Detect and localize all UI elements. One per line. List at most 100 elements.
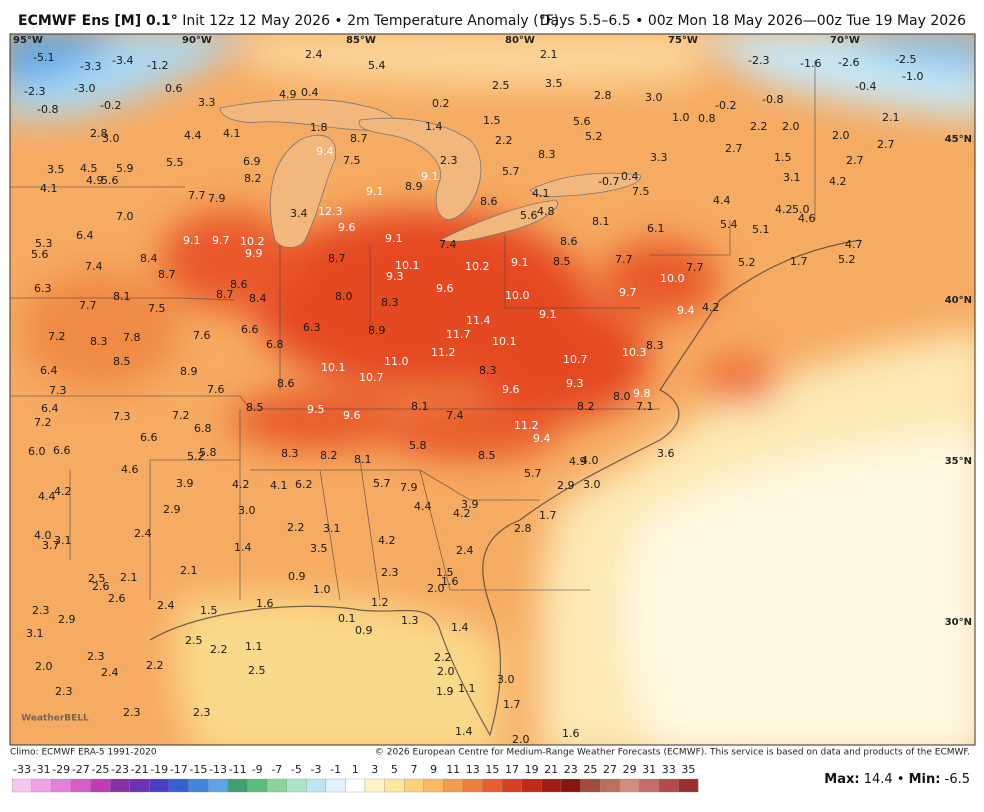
anomaly-value: 0.8 [698, 112, 716, 125]
colorbar-swatch [678, 778, 699, 793]
colorbar-swatch [443, 778, 464, 793]
latitude-label: 40°N [945, 295, 972, 306]
anomaly-value: 6.3 [34, 282, 52, 295]
colorbar-swatch [364, 778, 385, 793]
anomaly-value: 3.0 [102, 132, 120, 145]
anomaly-value: 6.4 [41, 402, 59, 415]
colorbar-swatch [658, 778, 679, 793]
anomaly-value: 0.6 [165, 82, 183, 95]
anomaly-value: 1.8 [310, 121, 328, 134]
anomaly-value: 2.0 [437, 665, 455, 678]
anomaly-value: -0.4 [855, 80, 876, 93]
anomaly-value: 8.6 [230, 278, 248, 291]
anomaly-value: 2.3 [381, 566, 399, 579]
valid-time: Days 5.5–6.5 • 00z Mon 18 May 2026—00z T… [540, 13, 966, 29]
map: -5.1 -3.3 -3.4 -1.2 -2.3 -3.0 0.6 -0.8 -0.2 2.4 5.… [10, 34, 975, 745]
anomaly-value: 7.5 [148, 302, 166, 315]
anomaly-value: 0.2 [432, 97, 450, 110]
anomaly-value: 3.9 [461, 498, 479, 511]
colorbar-swatch [560, 778, 581, 793]
colorbar-tick-label: 15 [485, 763, 499, 776]
anomaly-value: 10.7 [563, 353, 588, 366]
anomaly-value: 7.3 [49, 384, 67, 397]
anomaly-value: 3.5 [310, 542, 328, 555]
anomaly-value: 4.2 [775, 203, 793, 216]
anomaly-value: 3.0 [238, 504, 256, 517]
anomaly-value: 7.8 [123, 331, 141, 344]
anomaly-value: 9.7 [212, 234, 230, 247]
anomaly-value: 5.3 [35, 237, 53, 250]
longitude-label: 80°W [505, 35, 535, 46]
anomaly-value: 7.6 [207, 383, 225, 396]
anomaly-value: 10.0 [505, 289, 530, 302]
anomaly-value: 1.6 [256, 597, 274, 610]
anomaly-value: 5.6 [101, 174, 119, 187]
anomaly-value: 2.4 [134, 527, 152, 540]
anomaly-value: -0.2 [715, 99, 736, 112]
longitude-label: 75°W [668, 35, 698, 46]
anomaly-value: 5.6 [520, 209, 538, 222]
colorbar-tick-label: -17 [170, 763, 188, 776]
anomaly-value: 0.9 [355, 624, 373, 637]
colorbar-tick-label: -15 [189, 763, 207, 776]
anomaly-value: 7.4 [439, 238, 457, 251]
anomaly-value: 12.3 [318, 205, 343, 218]
anomaly-value: 2.1 [540, 48, 558, 61]
anomaly-value: 8.3 [281, 447, 299, 460]
colorbar-tick-label: -31 [33, 763, 51, 776]
anomaly-value: 2.4 [101, 666, 119, 679]
anomaly-value: 6.0 [28, 445, 46, 458]
anomaly-value: 9.1 [183, 234, 201, 247]
anomaly-value: 1.3 [401, 614, 419, 627]
anomaly-value: -1.6 [800, 57, 821, 70]
anomaly-value: 6.3 [303, 321, 321, 334]
anomaly-value: 11.0 [384, 355, 409, 368]
colorbar-tick-label: 23 [564, 763, 578, 776]
anomaly-value: 1.7 [503, 698, 521, 711]
anomaly-value: 5.8 [409, 439, 427, 452]
anomaly-value: 8.3 [538, 148, 556, 161]
anomaly-value: 3.3 [198, 96, 216, 109]
colorbar-tick-label: -7 [271, 763, 282, 776]
anomaly-value: -3.3 [80, 60, 101, 73]
anomaly-value: 10.0 [660, 272, 685, 285]
colorbar-swatch [619, 778, 640, 793]
anomaly-value: 8.2 [244, 172, 262, 185]
colorbar-tick-label: 19 [525, 763, 539, 776]
colorbar-swatch [188, 778, 209, 793]
anomaly-value: 3.1 [323, 522, 341, 535]
colorbar-swatch [423, 778, 444, 793]
colorbar-swatch [580, 778, 601, 793]
anomaly-value: 4.2 [702, 301, 720, 314]
anomaly-value: 1.7 [790, 255, 808, 268]
anomaly-value: 10.2 [240, 235, 265, 248]
anomaly-value: 7.2 [34, 416, 52, 429]
anomaly-value: 10.3 [622, 346, 647, 359]
anomaly-value: 2.2 [750, 120, 768, 133]
anomaly-value: 5.7 [373, 477, 391, 490]
colorbar-swatch [306, 778, 326, 793]
anomaly-value: 3.5 [47, 163, 65, 176]
colorbar-tick-label: 27 [603, 763, 617, 776]
anomaly-value: 6.2 [295, 478, 313, 491]
anomaly-value: 6.8 [266, 338, 284, 351]
anomaly-value: 3.0 [497, 673, 515, 686]
anomaly-value: -0.7 [598, 175, 619, 188]
anomaly-value: 2.1 [882, 111, 900, 124]
anomaly-value: 4.9 [86, 174, 104, 187]
anomaly-value: 8.2 [577, 400, 595, 413]
colorbar-swatch [266, 778, 287, 793]
anomaly-value: 3.4 [290, 207, 308, 220]
anomaly-value: 2.9 [58, 613, 76, 626]
colorbar-tick-label: -27 [72, 763, 90, 776]
anomaly-value: 6.8 [194, 422, 212, 435]
anomaly-value: 5.4 [368, 59, 386, 72]
copyright: © 2026 European Centre for Medium-Range … [375, 748, 970, 758]
title-rest: Init 12z 12 May 2026 • 2m Temperature An… [182, 13, 559, 29]
colorbar-swatch [227, 778, 248, 793]
colorbar-tick-label: 9 [430, 763, 437, 776]
colorbar-tick-label: -9 [252, 763, 263, 776]
anomaly-value: 4.9 [569, 455, 587, 468]
anomaly-value: 2.0 [35, 660, 53, 673]
anomaly-value: 2.3 [32, 604, 50, 617]
